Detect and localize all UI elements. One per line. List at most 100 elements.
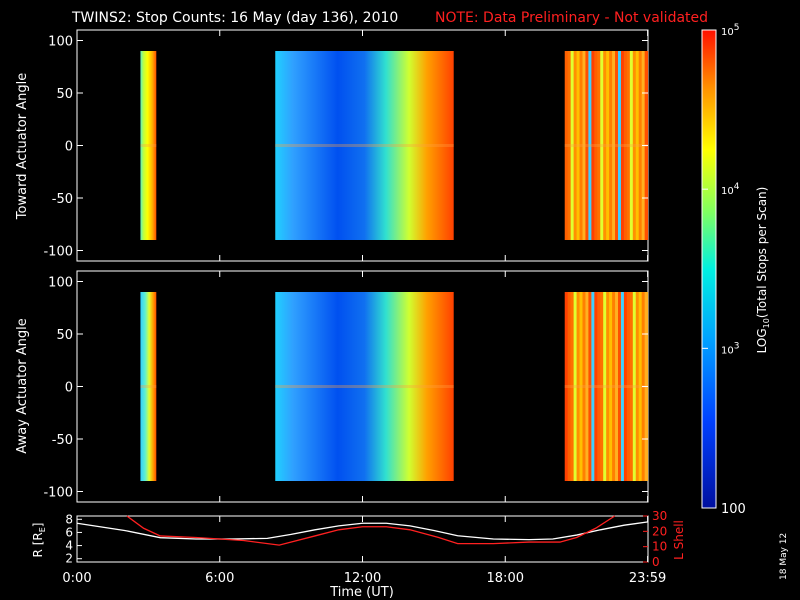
orbit-lines <box>76 515 649 546</box>
heatmap-cell <box>582 292 586 481</box>
colorbar-gradient <box>701 29 717 509</box>
heatmap-cell <box>567 292 572 481</box>
left-tick-label: 6 <box>65 525 73 539</box>
heatmap-cell <box>573 292 578 481</box>
right-tick-label: 30 <box>652 509 667 523</box>
x-axis-label: Time (UT) <box>329 585 394 600</box>
right-tick-label: 20 <box>652 524 667 538</box>
heatmap-cell <box>620 51 625 240</box>
heatmap-cell <box>585 51 589 240</box>
heatmap-cell <box>626 51 631 240</box>
toward-heatmap-cells <box>140 51 649 240</box>
away-heatmap-cells <box>140 292 649 481</box>
heatmap-cell <box>638 51 643 240</box>
heatmap-cell <box>567 51 572 240</box>
toward-y-axis-label: Toward Actuator Angle <box>15 73 30 220</box>
right-tick-label: 10 <box>652 540 667 554</box>
orbit-series-line <box>126 515 616 546</box>
heatmap-zero-line <box>140 385 157 388</box>
colorbar: 105 104 103 100 LOG10(Total Stops per Scan) <box>701 23 771 517</box>
y-tick-label: 100 <box>48 35 73 50</box>
page-title: TWINS2: Stop Counts: 16 May (day 136), 2… <box>71 10 398 26</box>
orbit-right-axis-label: L Shell <box>672 520 686 560</box>
heatmap-cell <box>612 51 616 240</box>
heatmap-cell <box>588 292 592 481</box>
y-tick-label: 50 <box>56 87 73 102</box>
heatmap-cell <box>275 51 454 240</box>
heatmap-cell <box>609 51 613 240</box>
heatmap-cell <box>603 51 607 240</box>
colorbar-tick-label: 100 <box>721 502 746 517</box>
heatmap-cell <box>615 51 619 240</box>
heatmap-cell <box>564 51 569 240</box>
colorbar-label: LOG10(Total Stops per Scan) <box>755 187 771 354</box>
heatmap-cell <box>573 51 578 240</box>
x-tick-label: 23:59 <box>629 571 666 586</box>
heatmap-cell <box>564 292 569 481</box>
y-tick-label: -100 <box>43 486 73 501</box>
away-y-axis-label: Away Actuator Angle <box>15 318 30 453</box>
heatmap-cell <box>635 51 640 240</box>
left-tick-label: 8 <box>65 512 73 526</box>
heatmap-cell <box>600 292 604 481</box>
heatmap-cell <box>275 292 454 481</box>
heatmap-cell <box>623 292 628 481</box>
heatmap-cell <box>585 292 589 481</box>
heatmap-cell <box>632 292 637 481</box>
orbit-series-line <box>76 521 649 541</box>
y-tick-label: 50 <box>56 328 73 343</box>
heatmap-cell <box>582 51 586 240</box>
heatmap-cell <box>570 292 575 481</box>
heatmap-cell <box>609 292 613 481</box>
toward-heatmap-panel: 100 50 0 -50 -100 Toward Actuator Angle <box>15 29 649 262</box>
orbit-left-axis-label: R [RE] <box>31 523 47 558</box>
heatmap-cell <box>606 51 610 240</box>
heatmap-cell <box>594 51 598 240</box>
heatmap-cell <box>623 51 628 240</box>
x-tick-label: 0:00 <box>62 571 91 586</box>
heatmap-cell <box>597 292 601 481</box>
heatmap-cell <box>576 51 581 240</box>
heatmap-cell <box>635 292 640 481</box>
heatmap-cell <box>591 51 595 240</box>
heatmap-cell <box>603 292 607 481</box>
heatmap-cell <box>600 51 604 240</box>
colorbar-tick-label: 105 <box>721 23 739 38</box>
y-tick-label: 0 <box>65 140 73 155</box>
heatmap-cell <box>618 51 622 240</box>
heatmap-cell <box>629 51 634 240</box>
y-tick-label: 0 <box>65 381 73 396</box>
x-tick-label: 18:00 <box>487 571 524 586</box>
heatmap-cell <box>140 51 157 240</box>
colorbar-tick-label: 104 <box>721 182 740 197</box>
heatmap-cell <box>594 292 598 481</box>
away-heatmap-panel: 100 50 0 -50 -100 Away Actuator Angle <box>15 270 649 503</box>
x-tick-label: 12:00 <box>344 571 381 586</box>
heatmap-zero-line <box>564 385 648 388</box>
y-tick-label: -100 <box>43 245 73 260</box>
y-tick-label: -50 <box>52 192 73 207</box>
heatmap-cell <box>570 51 575 240</box>
heatmap-cell <box>576 292 581 481</box>
heatmap-cell <box>638 292 643 481</box>
side-date-stamp: 18 May 12 <box>779 533 789 580</box>
colorbar-ticks: 105 104 103 100 <box>702 23 746 517</box>
heatmap-cell <box>632 51 637 240</box>
heatmap-cell <box>591 292 595 481</box>
y-tick-label: -50 <box>52 433 73 448</box>
heatmap-cell <box>606 292 610 481</box>
heatmap-cell <box>620 292 625 481</box>
toward-y-ticks: 100 50 0 -50 -100 <box>43 35 648 260</box>
right-tick-label: 0 <box>652 555 660 569</box>
heatmap-cell <box>588 51 592 240</box>
heatmap-cell <box>579 51 583 240</box>
x-tick-label: 6:00 <box>205 571 234 586</box>
left-tick-label: 4 <box>65 539 73 553</box>
away-y-ticks: 100 50 0 -50 -100 <box>43 276 648 501</box>
heatmap-cell <box>597 51 601 240</box>
left-tick-label: 2 <box>65 552 73 566</box>
heatmap-zero-line <box>275 385 454 388</box>
heatmap-zero-line <box>275 144 454 147</box>
heatmap-cell <box>615 292 619 481</box>
